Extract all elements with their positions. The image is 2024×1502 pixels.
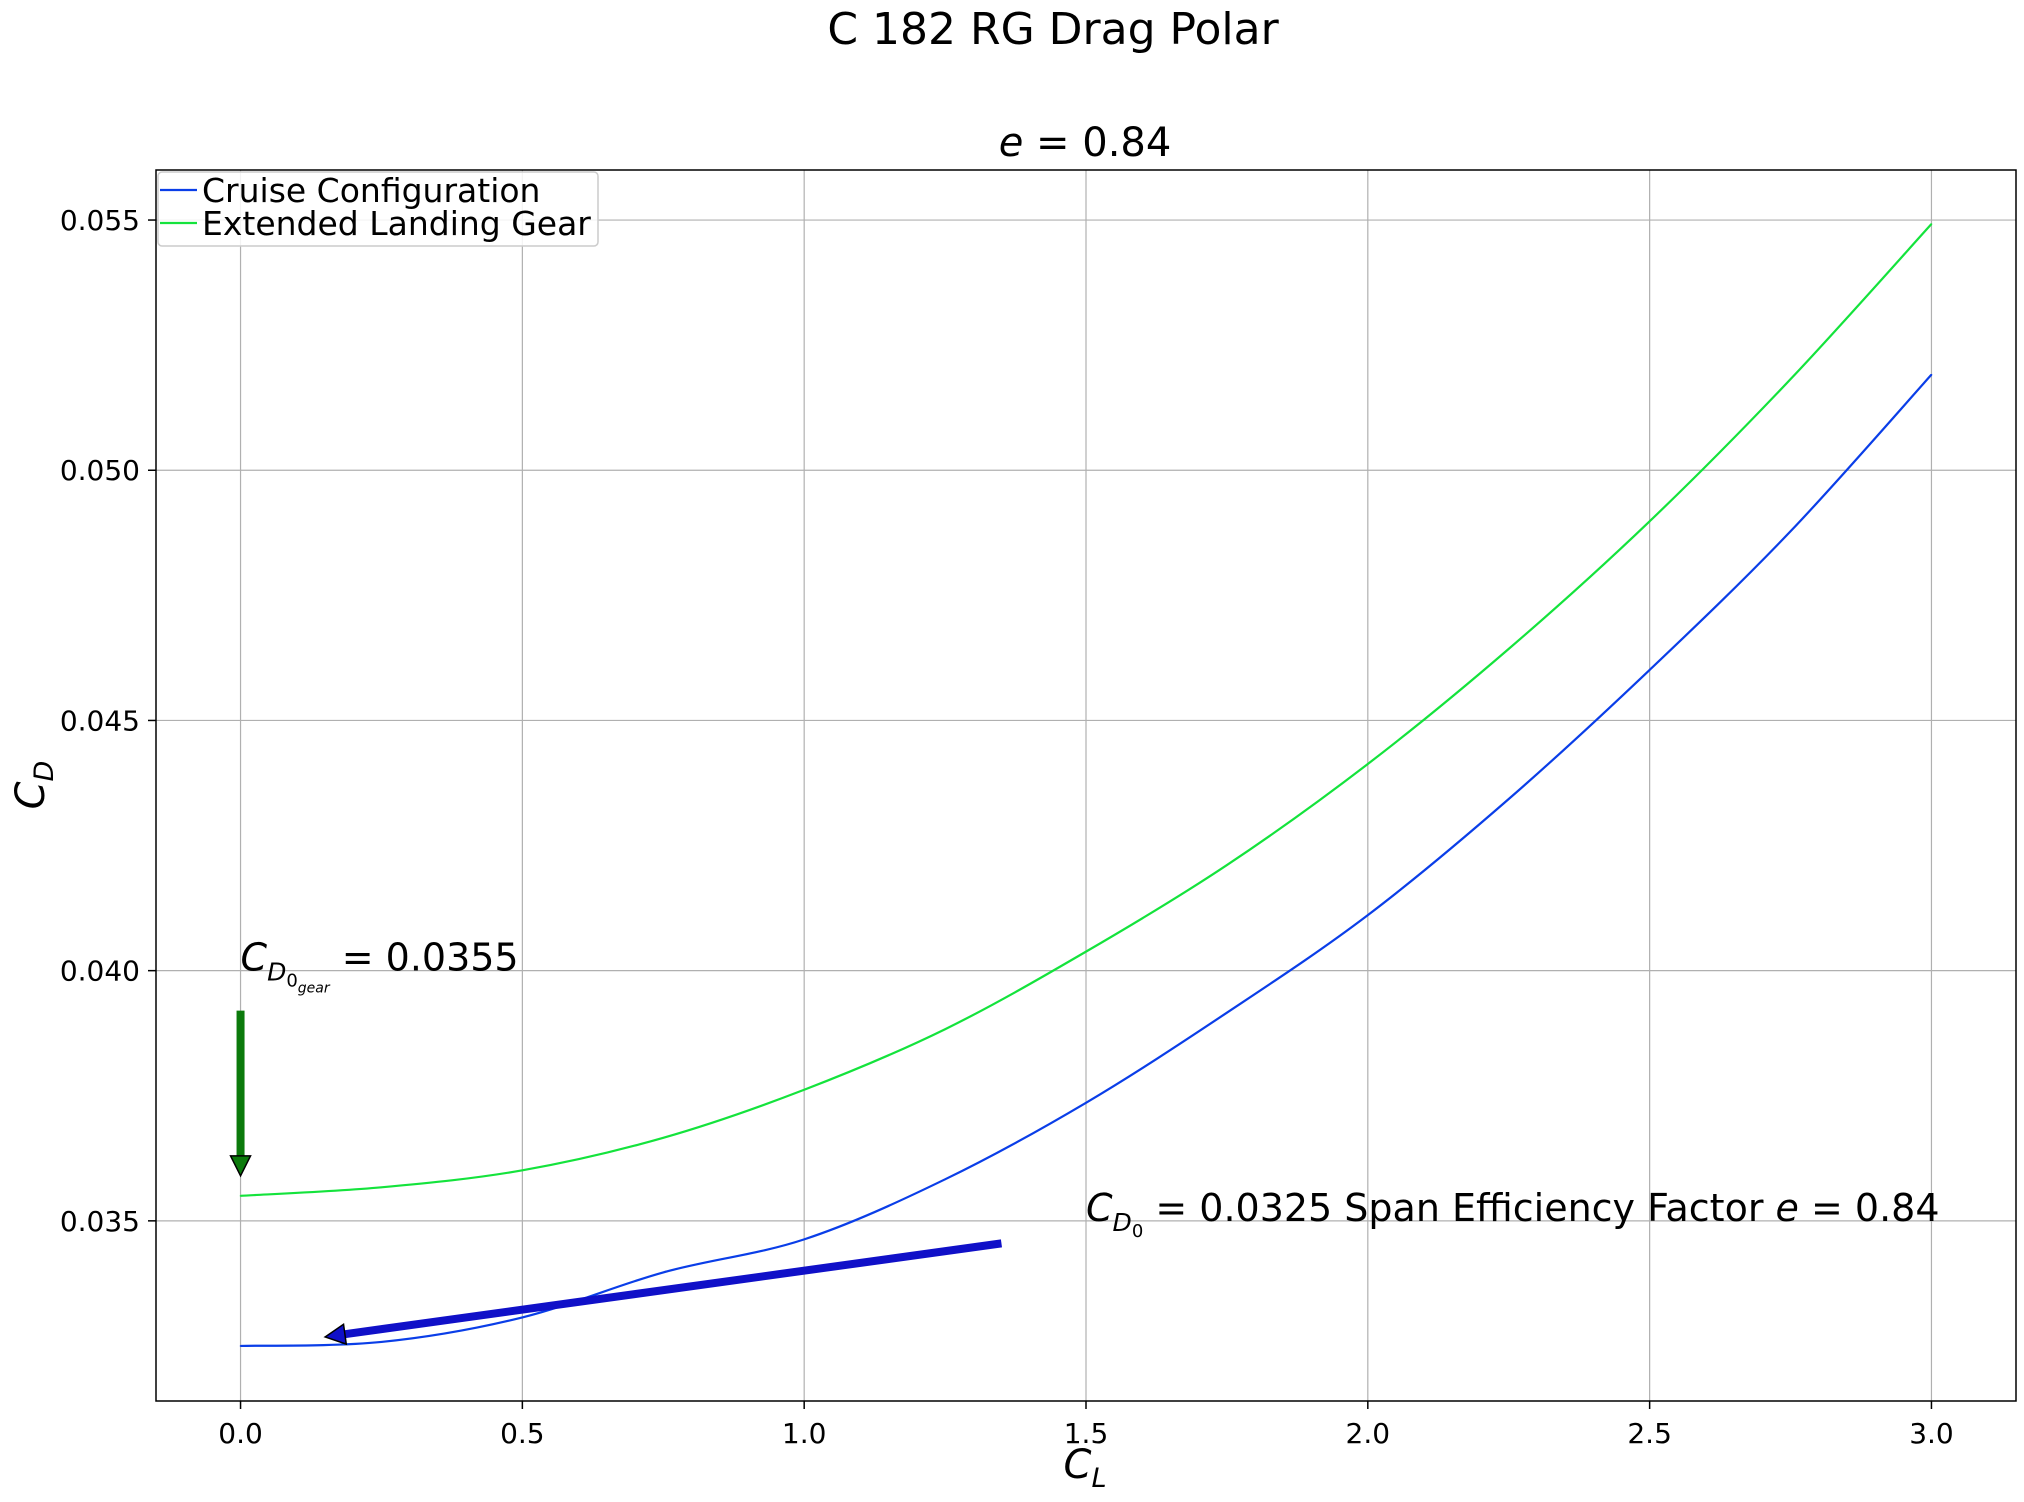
plot-title-value: = 0.84	[1023, 120, 1171, 166]
cruise-label-d: D	[1113, 1208, 1132, 1237]
x-tick-label: 2.5	[1627, 1417, 1672, 1450]
series-line-1	[240, 223, 1933, 1197]
series-point-1	[1930, 223, 1933, 225]
series-point-0	[1367, 914, 1369, 916]
gear-annotation-label: CD0gear = 0.0355	[241, 936, 519, 997]
series-point-0	[380, 1341, 383, 1343]
plot-area-frame	[155, 169, 2017, 1402]
legend-label-cruise: Cruise Configuration	[202, 171, 540, 210]
cruise-arrow-shaft	[344, 1239, 1003, 1339]
series-point-1	[1226, 864, 1228, 866]
cruise-arrow-head	[323, 1322, 348, 1346]
gear-arrow-head	[229, 1155, 252, 1178]
x-axis-label: CL	[1064, 1442, 1107, 1494]
figure-suptitle: C 182 RG Drag Polar	[827, 4, 1279, 55]
series-point-0	[1648, 669, 1651, 671]
gear-annotation: CD0gear = 0.0355	[229, 936, 519, 1178]
legend: Cruise Configuration Extended Landing Ge…	[157, 171, 599, 247]
series-point-1	[1367, 763, 1369, 765]
x-tick-label: 2.0	[1346, 1417, 1391, 1450]
y-axis-label-main: C	[8, 781, 54, 809]
x-tick-label: 1.0	[782, 1417, 827, 1450]
series-point-1	[380, 1186, 383, 1189]
series-point-1	[944, 1028, 946, 1030]
legend-label-gear: Extended Landing Gear	[202, 204, 591, 243]
cruise-annotation-label: CD0 = 0.0325 Span Efficiency Factor e = …	[1086, 1186, 1940, 1242]
gear-label-value: = 0.0355	[330, 936, 519, 980]
series-point-0	[1789, 530, 1792, 533]
cruise-label-c: C	[1086, 1186, 1113, 1230]
gear-label-zero: 0	[286, 971, 297, 992]
series-line-0	[240, 373, 1933, 1348]
gear-label-gear: gear	[298, 981, 331, 997]
series-point-1	[239, 1195, 242, 1197]
legend-box	[157, 171, 599, 247]
series-point-0	[521, 1316, 524, 1319]
cruise-label-value: = 0.0325 Span Efficiency Factor	[1143, 1186, 1775, 1230]
plot-title-var: e	[999, 120, 1024, 166]
series-point-1	[521, 1169, 524, 1172]
x-tick-label: 0.5	[500, 1417, 545, 1450]
series-point-0	[944, 1178, 946, 1181]
gear-label-d: D	[267, 958, 286, 987]
series-point-1	[1507, 648, 1510, 650]
series-lines	[239, 223, 1933, 1348]
series-point-0	[1930, 373, 1933, 376]
series-point-0	[1085, 1101, 1087, 1104]
series-point-1	[1789, 378, 1792, 380]
plot-title: e = 0.84	[999, 120, 1172, 166]
series-point-0	[1226, 1011, 1228, 1014]
axis-ticks: 0.0 0.5 1.0 1.5 2.0 2.5 3.0 0.035 0.040 0.045 0.05…	[60, 204, 1954, 1450]
y-axis-label-sub: D	[29, 761, 60, 782]
x-axis-label-sub: L	[1091, 1463, 1106, 1494]
y-tick-label: 0.045	[60, 704, 140, 737]
series-point-0	[662, 1271, 665, 1274]
series-point-1	[1648, 520, 1651, 523]
gear-label-c: C	[241, 936, 268, 980]
y-tick-label: 0.035	[60, 1205, 140, 1238]
cruise-label-e-value: = 0.84	[1799, 1186, 1940, 1230]
series-point-0	[803, 1238, 805, 1241]
cruise-annotation: CD0 = 0.0325 Span Efficiency Factor e = …	[323, 1186, 1940, 1346]
y-tick-label: 0.050	[60, 454, 140, 487]
series-point-1	[803, 1088, 805, 1091]
x-tick-label: 1.5	[1064, 1417, 1109, 1450]
y-tick-label: 0.055	[60, 204, 140, 237]
y-axis-label: CD	[8, 761, 60, 810]
series-point-0	[1507, 798, 1510, 800]
series-point-1	[662, 1136, 665, 1139]
cruise-label-zero: 0	[1132, 1221, 1143, 1242]
series-point-1	[1085, 950, 1087, 953]
series-point-0	[239, 1345, 242, 1347]
cruise-label-e: e	[1776, 1186, 1799, 1230]
y-tick-label: 0.040	[60, 955, 140, 988]
x-tick-label: 0.0	[218, 1417, 263, 1450]
x-axis-label-main: C	[1064, 1442, 1092, 1488]
x-tick-label: 3.0	[1909, 1417, 1954, 1450]
